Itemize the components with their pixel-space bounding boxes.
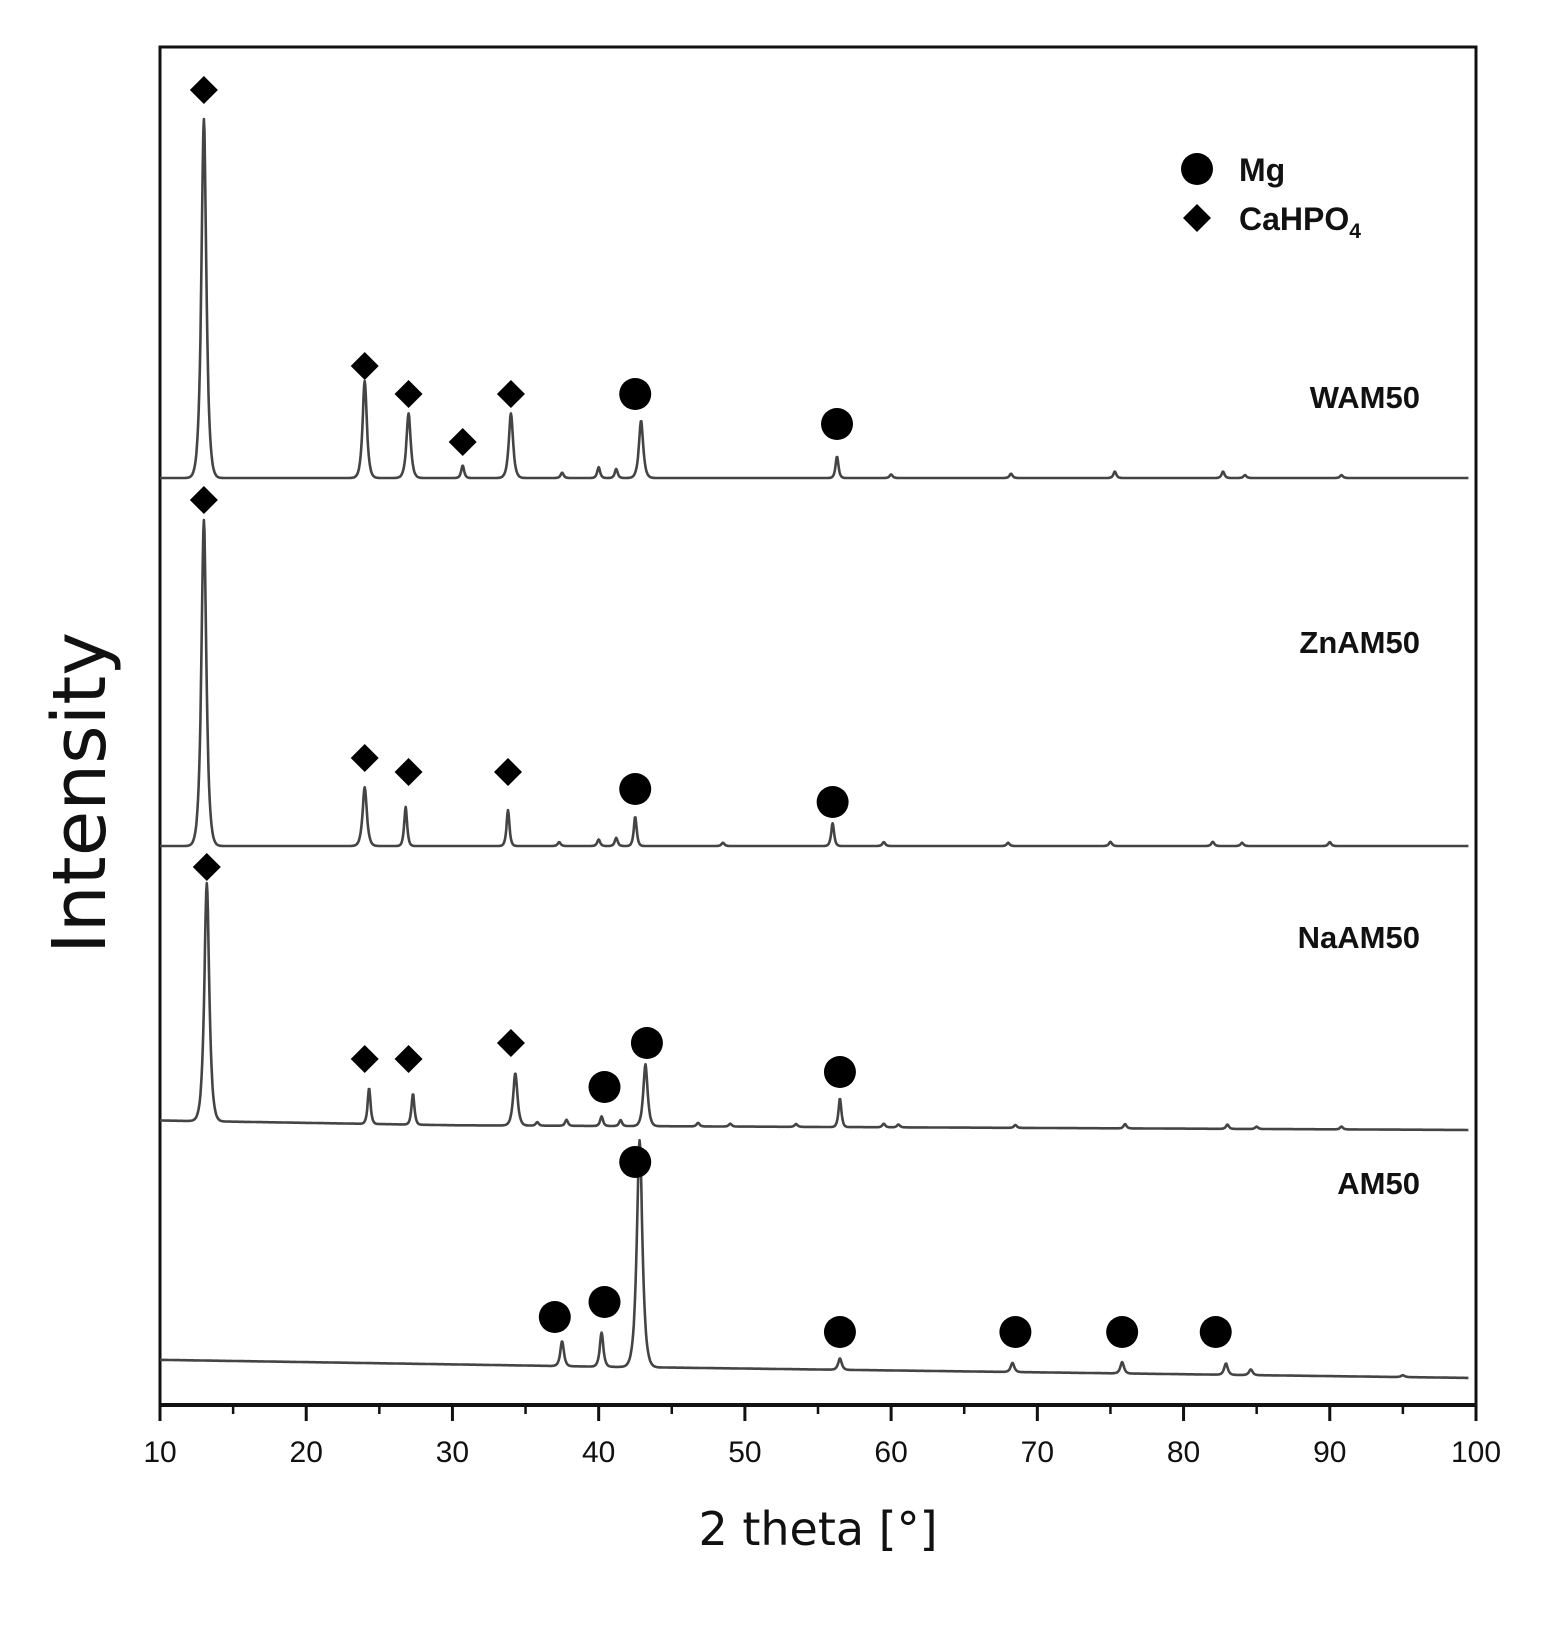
legend: Mg CaHPO4 xyxy=(1181,152,1361,243)
mg-peak-marker xyxy=(588,1286,621,1318)
mg-peak-marker xyxy=(823,1316,856,1348)
series-label-am50: AM50 xyxy=(1337,1166,1420,1201)
cahpo4-peak-marker xyxy=(350,744,379,772)
trace-znam50 xyxy=(159,518,1470,848)
plot-frame xyxy=(158,45,1478,1407)
x-tick-label: 40 xyxy=(582,1436,615,1469)
x-tick-label: 60 xyxy=(874,1436,907,1469)
legend-mg-label: Mg xyxy=(1239,152,1285,188)
trace-am50 xyxy=(159,1138,1470,1380)
mg-peak-marker xyxy=(630,1027,663,1059)
legend-cahpo4-diamond-icon xyxy=(1183,204,1211,232)
cahpo4-peak-marker xyxy=(192,853,221,881)
cahpo4-peak-marker xyxy=(189,76,218,104)
mg-peak-marker xyxy=(619,1146,652,1178)
cahpo4-peak-marker xyxy=(496,1029,525,1057)
mg-peak-marker xyxy=(1199,1316,1232,1348)
trace-wam50 xyxy=(159,117,1470,480)
mg-peak-marker xyxy=(999,1316,1032,1348)
x-axis-ticks: 10 20 30 40 50 60 70 80 90 100 xyxy=(143,1405,1501,1469)
y-axis-title: Intensity xyxy=(37,632,123,954)
series-label-naam50: NaAM50 xyxy=(1298,920,1420,955)
series-label-znam50: ZnAM50 xyxy=(1299,625,1420,660)
x-tick-label: 10 xyxy=(143,1436,176,1469)
series-labels: WAM50 ZnAM50 NaAM50 AM50 xyxy=(1298,380,1420,1201)
mg-peak-marker xyxy=(1106,1316,1139,1348)
x-axis-title: 2 theta [°] xyxy=(698,1502,937,1556)
x-tick-label: 30 xyxy=(436,1436,469,1469)
legend-cahpo4-text: CaHPO xyxy=(1239,201,1349,237)
cahpo4-peak-marker xyxy=(448,428,477,456)
series-traces xyxy=(159,117,1470,1380)
mg-peak-marker xyxy=(821,408,854,440)
x-tick-label: 20 xyxy=(290,1436,323,1469)
mg-peak-marker xyxy=(816,786,849,818)
cahpo4-peak-marker xyxy=(394,380,423,408)
legend-cahpo4-label: CaHPO4 xyxy=(1239,201,1361,243)
x-tick-label: 100 xyxy=(1451,1436,1501,1469)
legend-cahpo4-subscript: 4 xyxy=(1349,220,1361,243)
legend-mg-circle-icon xyxy=(1181,153,1213,185)
cahpo4-peak-marker xyxy=(394,758,423,786)
mg-peak-marker xyxy=(619,773,652,805)
cahpo4-peak-marker xyxy=(394,1045,423,1073)
cahpo4-peak-marker xyxy=(494,758,523,786)
mg-peak-marker xyxy=(588,1071,621,1103)
mg-peak-marker xyxy=(823,1056,856,1088)
x-tick-label: 80 xyxy=(1167,1436,1200,1469)
mg-peak-marker xyxy=(538,1301,571,1333)
series-label-wam50: WAM50 xyxy=(1310,380,1420,415)
mg-peak-marker xyxy=(619,378,652,410)
x-tick-label: 90 xyxy=(1313,1436,1346,1469)
cahpo4-peak-marker xyxy=(350,1045,379,1073)
trace-naam50 xyxy=(159,881,1470,1132)
x-tick-label: 70 xyxy=(1021,1436,1054,1469)
cahpo4-peak-marker xyxy=(496,380,525,408)
peak-markers xyxy=(189,76,1232,1348)
cahpo4-peak-marker xyxy=(189,486,218,514)
x-tick-label: 50 xyxy=(728,1436,761,1469)
cahpo4-peak-marker xyxy=(350,352,379,380)
